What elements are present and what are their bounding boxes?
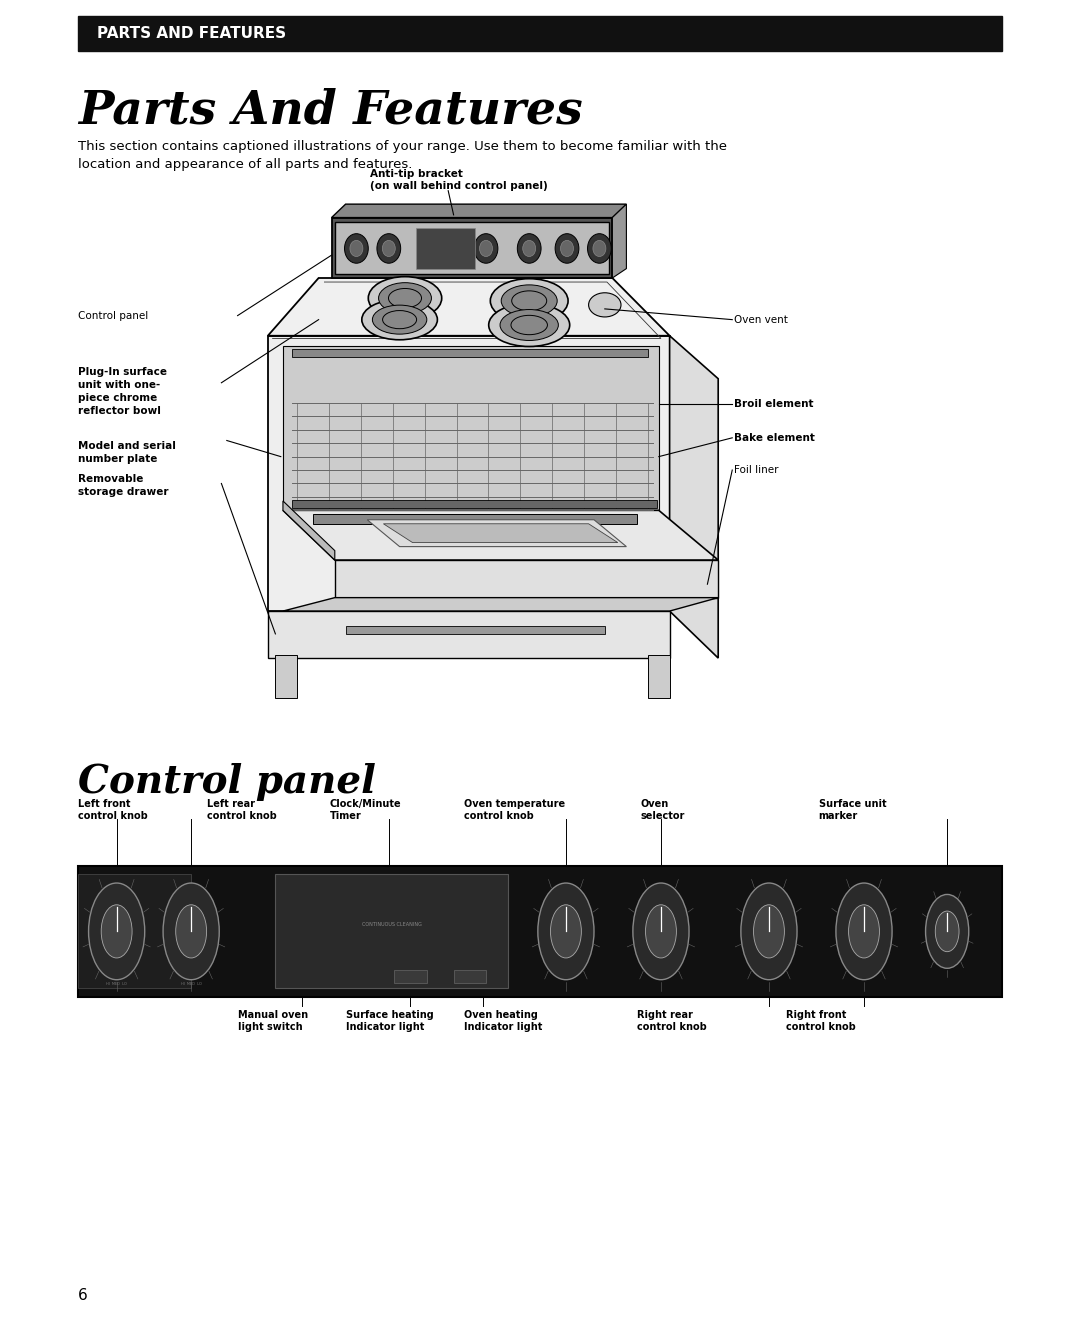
Polygon shape (283, 346, 659, 510)
Text: Oven
selector: Oven selector (640, 799, 685, 822)
Circle shape (345, 234, 368, 263)
Text: Surface unit
marker: Surface unit marker (819, 799, 887, 822)
Text: Manual oven
light switch: Manual oven light switch (238, 1010, 308, 1033)
Text: HI  MED  LO: HI MED LO (180, 982, 202, 986)
Polygon shape (283, 598, 718, 611)
Polygon shape (367, 520, 626, 547)
Ellipse shape (741, 884, 797, 980)
Text: Anti-tip bracket
(on wall behind control panel): Anti-tip bracket (on wall behind control… (370, 169, 549, 191)
Ellipse shape (512, 291, 546, 310)
Text: Oven temperature
control knob: Oven temperature control knob (464, 799, 566, 822)
Bar (394, 970, 427, 983)
Circle shape (350, 240, 363, 257)
Text: Left rear
control knob: Left rear control knob (207, 799, 278, 822)
Text: Whirlpool: Whirlpool (103, 929, 129, 933)
Circle shape (474, 234, 498, 263)
Text: Right rear
control knob: Right rear control knob (637, 1010, 707, 1033)
Ellipse shape (382, 310, 417, 329)
Text: Right front
control knob: Right front control knob (786, 1010, 856, 1033)
Bar (78, 16, 1002, 51)
Polygon shape (332, 204, 626, 218)
Ellipse shape (176, 905, 206, 958)
Polygon shape (268, 611, 670, 658)
Text: Parts And Features: Parts And Features (78, 87, 582, 133)
Circle shape (523, 240, 536, 257)
Bar (78, 874, 191, 988)
Text: Foil liner: Foil liner (734, 465, 779, 475)
Circle shape (517, 234, 541, 263)
Polygon shape (283, 501, 335, 560)
Polygon shape (670, 336, 718, 658)
Bar (346, 626, 605, 634)
Ellipse shape (373, 305, 427, 334)
Ellipse shape (89, 884, 145, 980)
Ellipse shape (389, 289, 421, 308)
Ellipse shape (926, 894, 969, 968)
Bar (275, 655, 297, 698)
Polygon shape (335, 560, 718, 598)
Ellipse shape (633, 884, 689, 980)
Text: Control panel: Control panel (78, 763, 376, 800)
Polygon shape (268, 336, 670, 611)
Text: HI  MED  LO: HI MED LO (106, 982, 127, 986)
Text: Broil element: Broil element (734, 399, 814, 410)
Ellipse shape (489, 304, 570, 346)
Bar (648, 655, 670, 698)
Circle shape (555, 234, 579, 263)
Text: Plug-In surface
unit with one-
piece chrome
reflector bowl: Plug-In surface unit with one- piece chr… (78, 367, 166, 416)
Ellipse shape (362, 299, 437, 340)
Ellipse shape (836, 884, 892, 980)
Bar (275, 874, 508, 988)
Ellipse shape (754, 905, 784, 958)
Circle shape (593, 240, 606, 257)
Ellipse shape (368, 277, 442, 320)
Circle shape (382, 240, 395, 257)
Ellipse shape (935, 911, 959, 952)
Text: Clock/Minute
Timer: Clock/Minute Timer (329, 799, 401, 822)
Text: 6: 6 (78, 1288, 87, 1303)
Polygon shape (268, 278, 670, 336)
Ellipse shape (551, 905, 581, 958)
Ellipse shape (163, 884, 219, 980)
Ellipse shape (102, 905, 132, 958)
Ellipse shape (646, 905, 676, 958)
Circle shape (588, 234, 611, 263)
Text: Surface heating
Indicator light: Surface heating Indicator light (346, 1010, 433, 1033)
Text: CONTINUOUS CLEANING: CONTINUOUS CLEANING (362, 923, 421, 927)
Polygon shape (332, 218, 612, 278)
Text: Removable
storage drawer: Removable storage drawer (78, 474, 168, 497)
Text: Bake element: Bake element (734, 432, 815, 443)
Bar (78, 866, 1002, 997)
Ellipse shape (490, 278, 568, 322)
Ellipse shape (538, 884, 594, 980)
Text: Oven vent: Oven vent (734, 314, 788, 325)
Polygon shape (612, 204, 626, 278)
Bar (292, 349, 648, 357)
Ellipse shape (511, 316, 548, 334)
Ellipse shape (501, 285, 557, 317)
Ellipse shape (379, 282, 431, 314)
Text: Left front
control knob: Left front control knob (78, 799, 148, 822)
Ellipse shape (500, 309, 558, 341)
Ellipse shape (849, 905, 879, 958)
Circle shape (377, 234, 401, 263)
Circle shape (480, 240, 492, 257)
Text: PARTS AND FEATURES: PARTS AND FEATURES (97, 26, 286, 42)
Polygon shape (313, 514, 637, 524)
Bar (416, 228, 475, 269)
Circle shape (561, 240, 573, 257)
Polygon shape (283, 510, 718, 560)
Text: Control panel: Control panel (78, 310, 148, 321)
Text: Oven heating
Indicator light: Oven heating Indicator light (464, 1010, 543, 1033)
Text: This section contains captioned illustrations of your range. Use them to become : This section contains captioned illustra… (78, 140, 727, 171)
Polygon shape (383, 524, 618, 543)
Bar (454, 970, 486, 983)
Ellipse shape (589, 293, 621, 317)
Polygon shape (335, 222, 609, 274)
Polygon shape (292, 500, 657, 508)
Text: Model and serial
number plate: Model and serial number plate (78, 441, 176, 463)
